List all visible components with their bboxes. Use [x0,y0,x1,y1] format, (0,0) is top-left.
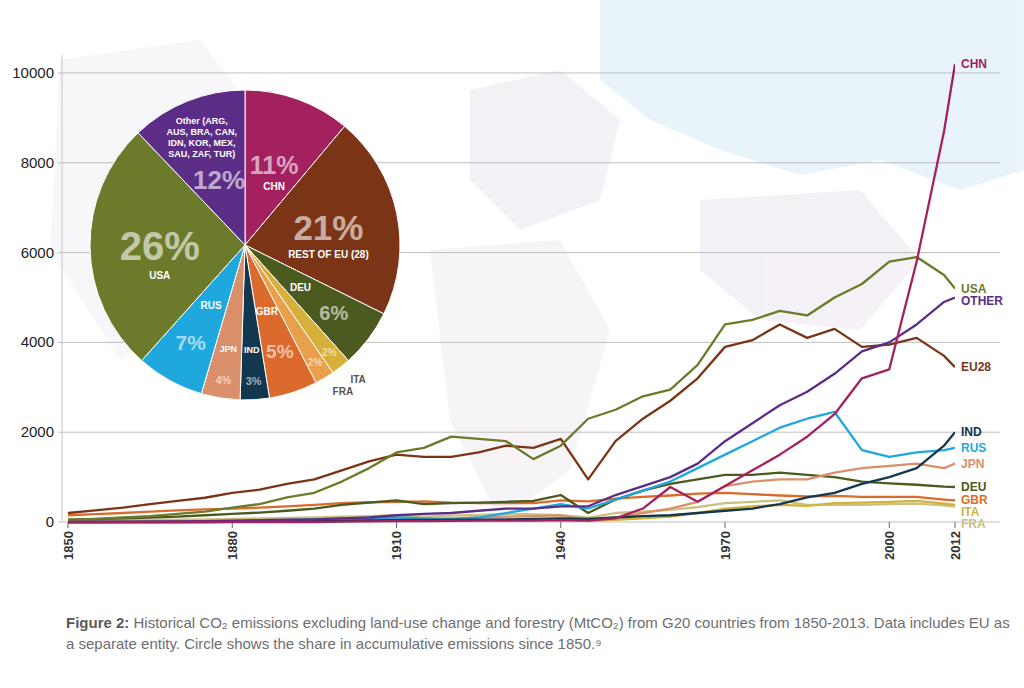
y-tick-label: 10000 [12,64,54,81]
y-tick-label: 2000 [21,423,54,440]
pie-category-label: FRA [333,386,354,397]
series-line [68,324,955,513]
pie-category-line: Other (ARG, [176,116,228,126]
pie-category-label: IND [244,345,260,355]
x-tick-label: 1940 [553,531,568,560]
series-label: OTHER [961,294,1003,308]
x-tick-label: 1970 [718,531,733,560]
series-label: FRA [961,517,986,531]
axes: 0 2000 4000 6000 8000 10000 1850 1880 1910 1940 19… [12,55,1000,560]
series-labels: CHNUSAOTHEREU28INDRUSJPNDEUGBRITAFRA [961,57,1003,531]
series-label: CHN [961,57,987,71]
x-tick [725,522,726,528]
pie-category-label: CHN [263,181,285,192]
pie-value-label: 11% [250,151,299,179]
grid-line [58,72,1000,73]
pie-category-label: JPN [220,344,238,354]
pie-category-label: ITA [350,374,365,385]
pie-category-label: RUS [201,300,222,311]
pie-category-label: REST OF EU (28) [288,249,369,260]
x-tick [889,522,890,528]
series-label: EU28 [961,360,991,374]
y-axis-line [62,55,63,522]
pie-category-line: IDN, KOR, MEX, [168,138,236,148]
map-shape [600,0,1024,190]
series-line [68,412,955,522]
pie-value-label: 5% [266,341,294,362]
caption-label: Figure 2: [66,614,129,631]
pie-slices [90,90,400,400]
map-shape [430,240,610,520]
x-tick [396,522,397,528]
x-tick [955,522,956,528]
map-shape [700,190,920,330]
pie-value-label: 2% [308,357,323,368]
pie-category-label: USA [149,270,170,281]
pie-category-label: DEU [290,282,311,293]
pie-slice [90,133,245,361]
pie-category-label: GBR [256,306,279,317]
pie-value-label: 6% [319,302,348,324]
series-label: RUS [961,441,986,455]
x-tick-label: 2012 [948,531,963,560]
series-label: DEU [961,480,986,494]
map-shape [470,70,620,230]
chart-canvas: 0 2000 4000 6000 8000 10000 1850 1880 1910 1940 19… [0,0,1024,600]
pie-value-label: 26% [120,224,200,268]
y-tick-label: 8000 [21,154,54,171]
pie-value-label: 12% [193,165,245,195]
pie-labels: 11% CHN 21% REST OF EU (28) 6% DEU 2% ITA 2% FRA 5… [120,116,369,397]
series-label: JPN [961,457,984,471]
pie-value-label: 4% [215,374,231,386]
y-tick-label: 0 [46,513,54,530]
pie-value-label: 3% [246,375,262,387]
x-tick-label: 2000 [882,531,897,560]
x-tick-label: 1910 [389,531,404,560]
pie-value-label: 2% [322,347,337,358]
pie-category-line: AUS, BRA, CAN, [167,127,238,137]
pie-value-label: 7% [176,331,207,354]
caption-text: Historical CO₂ emissions excluding land-… [66,614,1010,652]
pie-category-label: Other (ARG,AUS, BRA, CAN,IDN, KOR, MEX,S… [167,116,238,159]
pie-slice [138,90,245,245]
series-lines [68,64,955,522]
pie-category-line: SAU, ZAF, TUR) [168,149,235,159]
caption: Figure 2: Historical CO₂ emissions exclu… [66,612,1011,654]
pie-value-label: 21% [293,208,363,247]
x-tick [560,522,561,528]
x-tick-label: 1850 [61,531,76,560]
series-line [68,64,955,522]
y-tick-label: 4000 [21,333,54,350]
series-line [68,297,955,522]
series-label: IND [961,425,982,439]
map-background [50,0,1024,520]
grid-line [58,432,1000,433]
x-tick-label: 1880 [225,531,240,560]
y-tick-label: 6000 [21,244,54,261]
